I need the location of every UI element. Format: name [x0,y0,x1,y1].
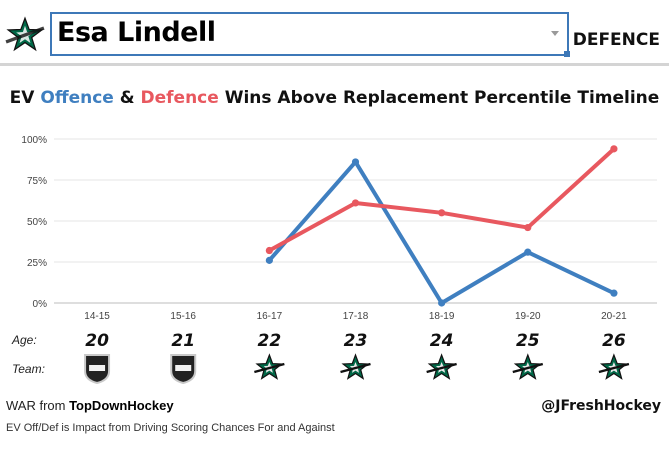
age-value: 25 [516,331,540,351]
stars-logo-icon [5,16,45,52]
war-source-name: TopDownHockey [69,398,174,413]
header: Esa Lindell DEFENCE [0,0,669,66]
resize-handle[interactable] [564,51,570,57]
war-source: WAR from TopDownHockey [6,398,174,413]
age-value: 24 [430,331,454,351]
title-prefix: EV [9,88,41,108]
y-tick-label: 100% [21,135,47,146]
footer-note: EV Off/Def is Impact from Driving Scorin… [6,422,335,434]
y-tick-label: 50% [27,217,47,228]
stars-team-icon-stroke [254,362,285,374]
nhl-wordmark-band [89,365,106,371]
y-tick-label: 0% [33,299,48,310]
chart-title: EV Offence & Defence Wins Above Replacem… [0,88,669,108]
stars-team-icon-stroke [598,362,630,374]
age-value: 20 [85,331,109,351]
defence-data-point [610,145,618,153]
defence-data-point [265,246,273,255]
x-tick-label: 20-21 [601,311,627,322]
offence-series-line [267,159,616,305]
x-tick-label: 16-17 [257,311,283,322]
stars-team-icon-stroke [512,362,544,374]
x-tick-label: 18-19 [429,311,455,322]
title-offence: Offence [40,88,114,108]
age-value: 26 [602,331,626,351]
age-value: 23 [344,331,368,351]
defence-data-point [351,199,360,207]
war-percentile-chart: 100% 75% 50% 25% 0% 14-15 15-16 16-17 17-18 18-19… [21,135,657,385]
offence-data-point [524,248,532,256]
age-row-label: Age: [12,333,37,347]
title-amp: & [113,88,141,108]
player-select[interactable]: Esa Lindell [50,12,570,57]
stars-team-icon-stroke [426,362,457,374]
team-row-label: Team: [12,362,45,376]
offence-data-point [610,289,618,297]
age-value: 21 [171,331,195,351]
offence-data-point [438,299,446,307]
y-tick-label: 25% [27,258,47,269]
x-tick-label: 17-18 [343,311,369,322]
credit-handle: @JFreshHockey [541,398,661,414]
header-divider [0,63,669,66]
y-tick-label: 75% [27,176,47,187]
defence-data-point [524,223,532,232]
player-name: Esa Lindell [57,17,216,48]
war-source-prefix: WAR from [6,398,70,413]
chevron-down-icon[interactable] [551,31,559,36]
stars-team-icon-stroke [340,362,371,374]
age-value: 22 [258,331,282,351]
nhl-wordmark-band [175,365,192,371]
offence-data-point [351,158,360,166]
title-suffix: Wins Above Replacement Percentile Timeli… [218,88,660,108]
x-tick-label: 15-16 [170,311,196,322]
x-tick-label: 14-15 [84,311,110,322]
position-label: DEFENCE [572,30,660,50]
offence-data-point [265,256,273,264]
x-tick-label: 19-20 [515,311,541,322]
defence-data-point [438,209,446,217]
title-defence: Defence [140,88,219,108]
